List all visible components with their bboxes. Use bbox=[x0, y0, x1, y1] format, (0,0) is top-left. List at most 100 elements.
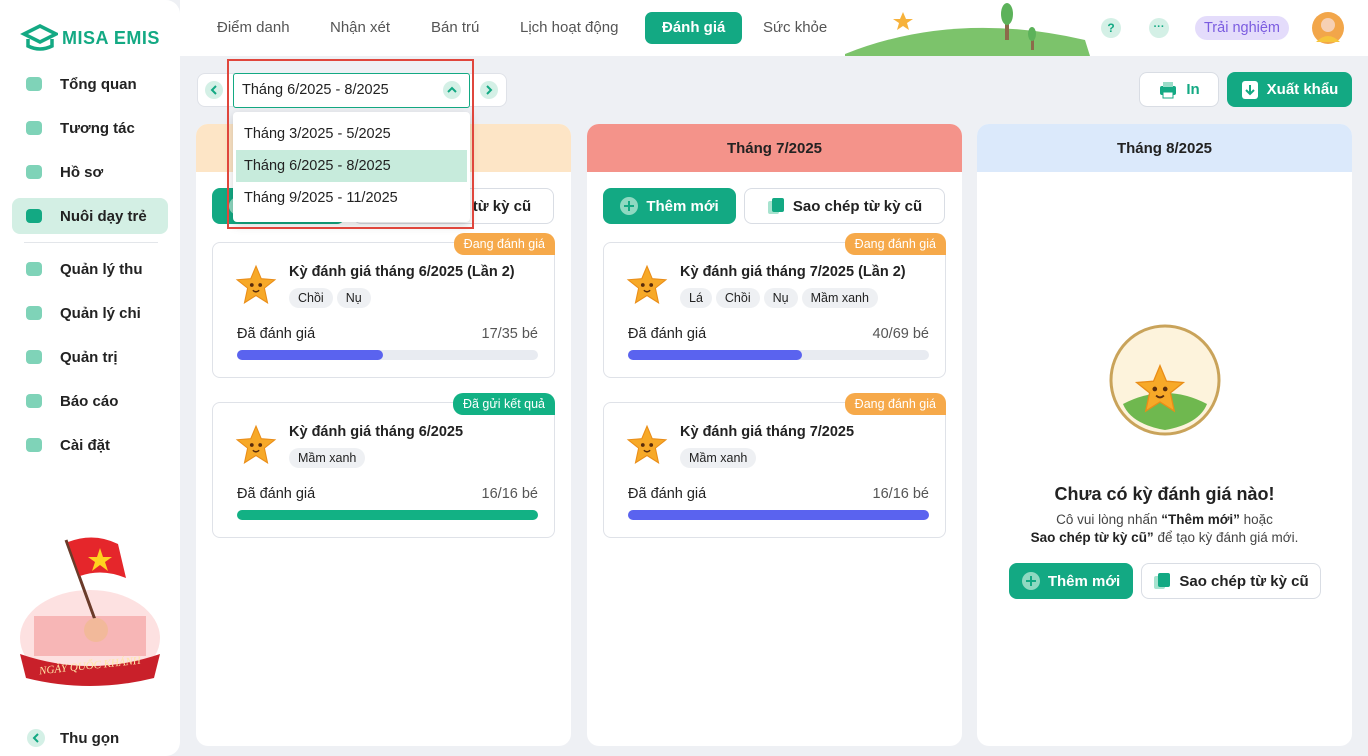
add-button[interactable]: Thêm mới bbox=[603, 188, 736, 224]
menu-icon bbox=[26, 165, 42, 179]
add-label: Thêm mới bbox=[1047, 572, 1121, 590]
tags: Mầm xanh bbox=[289, 448, 369, 468]
next-period[interactable] bbox=[480, 81, 498, 99]
column-title: Tháng 8/2025 bbox=[1116, 139, 1213, 157]
more-button[interactable]: ··· bbox=[1149, 18, 1169, 38]
star-icon bbox=[626, 264, 668, 304]
empty-text-part: để tạo kỳ đánh giá mới. bbox=[1153, 530, 1299, 545]
menu-icon bbox=[26, 77, 42, 91]
dropdown-option[interactable]: Tháng 9/2025 - 11/2025 bbox=[244, 190, 398, 206]
menu-item[interactable]: Hồ sơ bbox=[12, 154, 168, 190]
column-header: Tháng 7/2025 bbox=[587, 124, 962, 172]
progress-count: 17/35 bé bbox=[481, 326, 538, 342]
tag: Mầm xanh bbox=[680, 448, 757, 468]
empty-title: Chưa có kỳ đánh giá nào! bbox=[1054, 484, 1275, 504]
tag: Chồi bbox=[715, 288, 760, 308]
mouth bbox=[252, 449, 260, 453]
card[interactable]: Đang đánh giá Kỳ đánh giá tháng 7/2025 (L… bbox=[603, 233, 946, 378]
dropdown-option[interactable]: Tháng 3/2025 - 5/2025 bbox=[244, 126, 391, 142]
period-dropdown: Tháng 3/2025 - 5/2025 Tháng 6/2025 - 8/20… bbox=[233, 112, 470, 222]
period-select[interactable]: Tháng 6/2025 - 8/2025 bbox=[233, 73, 470, 108]
plus bbox=[624, 201, 635, 211]
tab[interactable]: Đánh giá bbox=[645, 12, 743, 44]
tab[interactable]: Bán trú bbox=[431, 19, 480, 36]
tab[interactable]: Lịch hoạt động bbox=[520, 19, 619, 36]
menu-label: Cài đặt bbox=[60, 436, 111, 454]
export-button[interactable]: Xuất khẩu bbox=[1227, 72, 1352, 107]
plus bbox=[1025, 576, 1036, 586]
menu-label: Hồ sơ bbox=[60, 163, 104, 181]
copy-label: Sao chép từ kỳ cũ bbox=[792, 197, 923, 215]
tab[interactable]: Sức khỏe bbox=[763, 19, 828, 36]
menu-item[interactable]: Quản trị bbox=[12, 339, 168, 375]
card-title: Kỳ đánh giá tháng 6/2025 (Lần 2) bbox=[289, 264, 515, 280]
separator bbox=[24, 242, 158, 243]
tab[interactable]: Nhận xét bbox=[330, 19, 391, 36]
tag: Nụ bbox=[336, 288, 371, 308]
trial-button[interactable]: Trải nghiệm bbox=[1195, 16, 1289, 40]
icon-shape bbox=[26, 262, 42, 276]
menu-item[interactable]: Cài đặt bbox=[12, 427, 168, 463]
tab[interactable]: Điểm danh bbox=[217, 19, 290, 36]
collapse[interactable]: Thu gọn bbox=[60, 730, 120, 747]
avatar[interactable] bbox=[1312, 12, 1344, 44]
card[interactable]: Đang đánh giá Kỳ đánh giá tháng 7/2025 Mầm… bbox=[603, 393, 946, 538]
column-title: Tháng 7/2025 bbox=[726, 139, 823, 157]
star-icon bbox=[626, 424, 668, 464]
tags: Lá Chồi Nụ Mầm xanh bbox=[680, 288, 882, 308]
card[interactable]: Đang đánh giá Kỳ đánh giá tháng 6/2025 (L… bbox=[212, 233, 555, 378]
badge: Đang đánh giá bbox=[844, 233, 946, 255]
eye bbox=[640, 443, 645, 447]
top-bar: ? ··· Trải nghiệm Điểm danh Nhận xét Bán t… bbox=[180, 0, 1368, 56]
print-button[interactable]: In bbox=[1139, 72, 1219, 107]
menu-item[interactable]: Tổng quan bbox=[12, 66, 168, 102]
menu-item[interactable]: Quản lý chi bbox=[12, 295, 168, 331]
prev-period[interactable] bbox=[205, 81, 223, 99]
progress-fill bbox=[237, 350, 384, 360]
select-arrow[interactable] bbox=[443, 81, 461, 99]
doc-front bbox=[1158, 573, 1171, 587]
icon-shape bbox=[26, 306, 42, 320]
card[interactable]: Đã gửi kết quả Kỳ đánh giá tháng 6/2025 Mầ… bbox=[212, 393, 555, 538]
progress-count: 16/16 bé bbox=[872, 486, 929, 502]
copy-button[interactable]: Sao chép từ kỳ cũ bbox=[744, 188, 945, 224]
menu-label: Tổng quan bbox=[60, 75, 137, 93]
copy-button[interactable]: Sao chép từ kỳ cũ bbox=[1141, 563, 1321, 599]
tag: Mầm xanh bbox=[289, 448, 366, 468]
icon-shape bbox=[26, 209, 42, 223]
eye bbox=[649, 283, 654, 287]
add-button[interactable]: Thêm mới bbox=[1009, 563, 1133, 599]
menu-item[interactable]: Tương tác bbox=[12, 110, 168, 146]
highlight-box bbox=[227, 59, 474, 229]
menu-item[interactable]: Báo cáo bbox=[12, 383, 168, 419]
star-icon bbox=[235, 264, 277, 304]
icon-shape bbox=[26, 350, 42, 364]
star bbox=[626, 264, 668, 304]
menu-item[interactable]: Nuôi dạy trẻ bbox=[12, 198, 168, 234]
badge: Đang đánh giá bbox=[844, 393, 946, 415]
mouth bbox=[643, 449, 651, 453]
star bbox=[235, 264, 277, 304]
menu-icon bbox=[26, 438, 42, 452]
menu-label: Tương tác bbox=[60, 119, 135, 137]
tag: Chồi bbox=[289, 288, 333, 308]
star-icon bbox=[1134, 363, 1186, 413]
icon-shape bbox=[26, 121, 42, 135]
help-button[interactable]: ? bbox=[1101, 18, 1121, 38]
icon-shape bbox=[26, 394, 42, 408]
menu-item[interactable]: Quản lý thu bbox=[12, 251, 168, 287]
dropdown-option[interactable]: Tháng 6/2025 - 8/2025 bbox=[236, 150, 467, 182]
eye bbox=[649, 443, 654, 447]
progress-count: 16/16 bé bbox=[481, 486, 538, 502]
progress-track bbox=[237, 350, 538, 360]
collapse-icon[interactable] bbox=[26, 728, 46, 748]
menu-label: Báo cáo bbox=[60, 392, 119, 410]
mouth bbox=[1155, 394, 1165, 399]
export-label: Xuất khẩu bbox=[1266, 81, 1339, 98]
add-icon bbox=[1021, 572, 1040, 590]
star bbox=[626, 424, 668, 464]
column: Tháng 8/2025 Chưa có kỳ đánh giá nào! Cô v… bbox=[977, 124, 1352, 746]
eye bbox=[249, 283, 254, 287]
badge: Đang đánh giá bbox=[453, 233, 555, 255]
